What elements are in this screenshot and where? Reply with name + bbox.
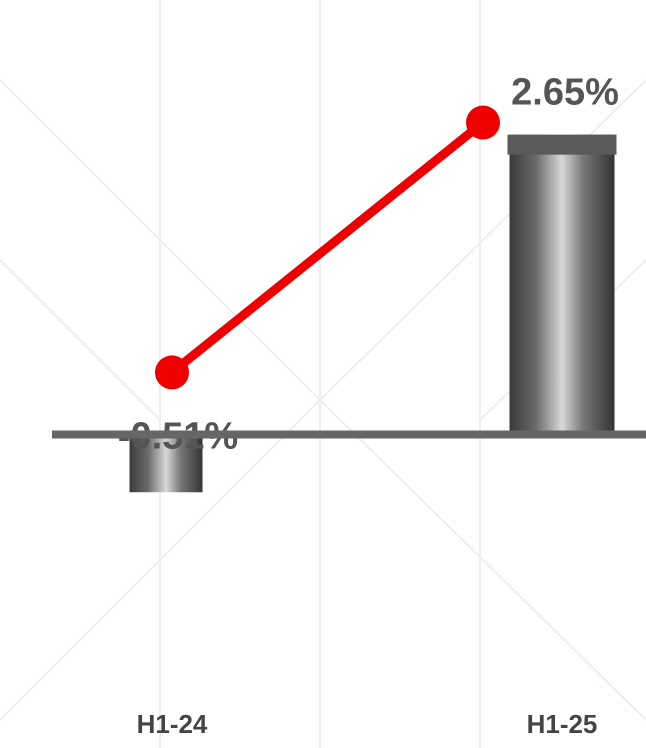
line-point — [466, 105, 500, 140]
line-point — [155, 355, 189, 390]
bar-cap — [507, 134, 617, 155]
x-tick-label: H1-24 — [137, 709, 208, 739]
line — [167, 118, 488, 377]
bar — [129, 434, 203, 493]
bar — [509, 134, 615, 435]
value-label: 2.65% — [511, 72, 619, 114]
x-tick-label: H1-25 — [527, 709, 598, 739]
